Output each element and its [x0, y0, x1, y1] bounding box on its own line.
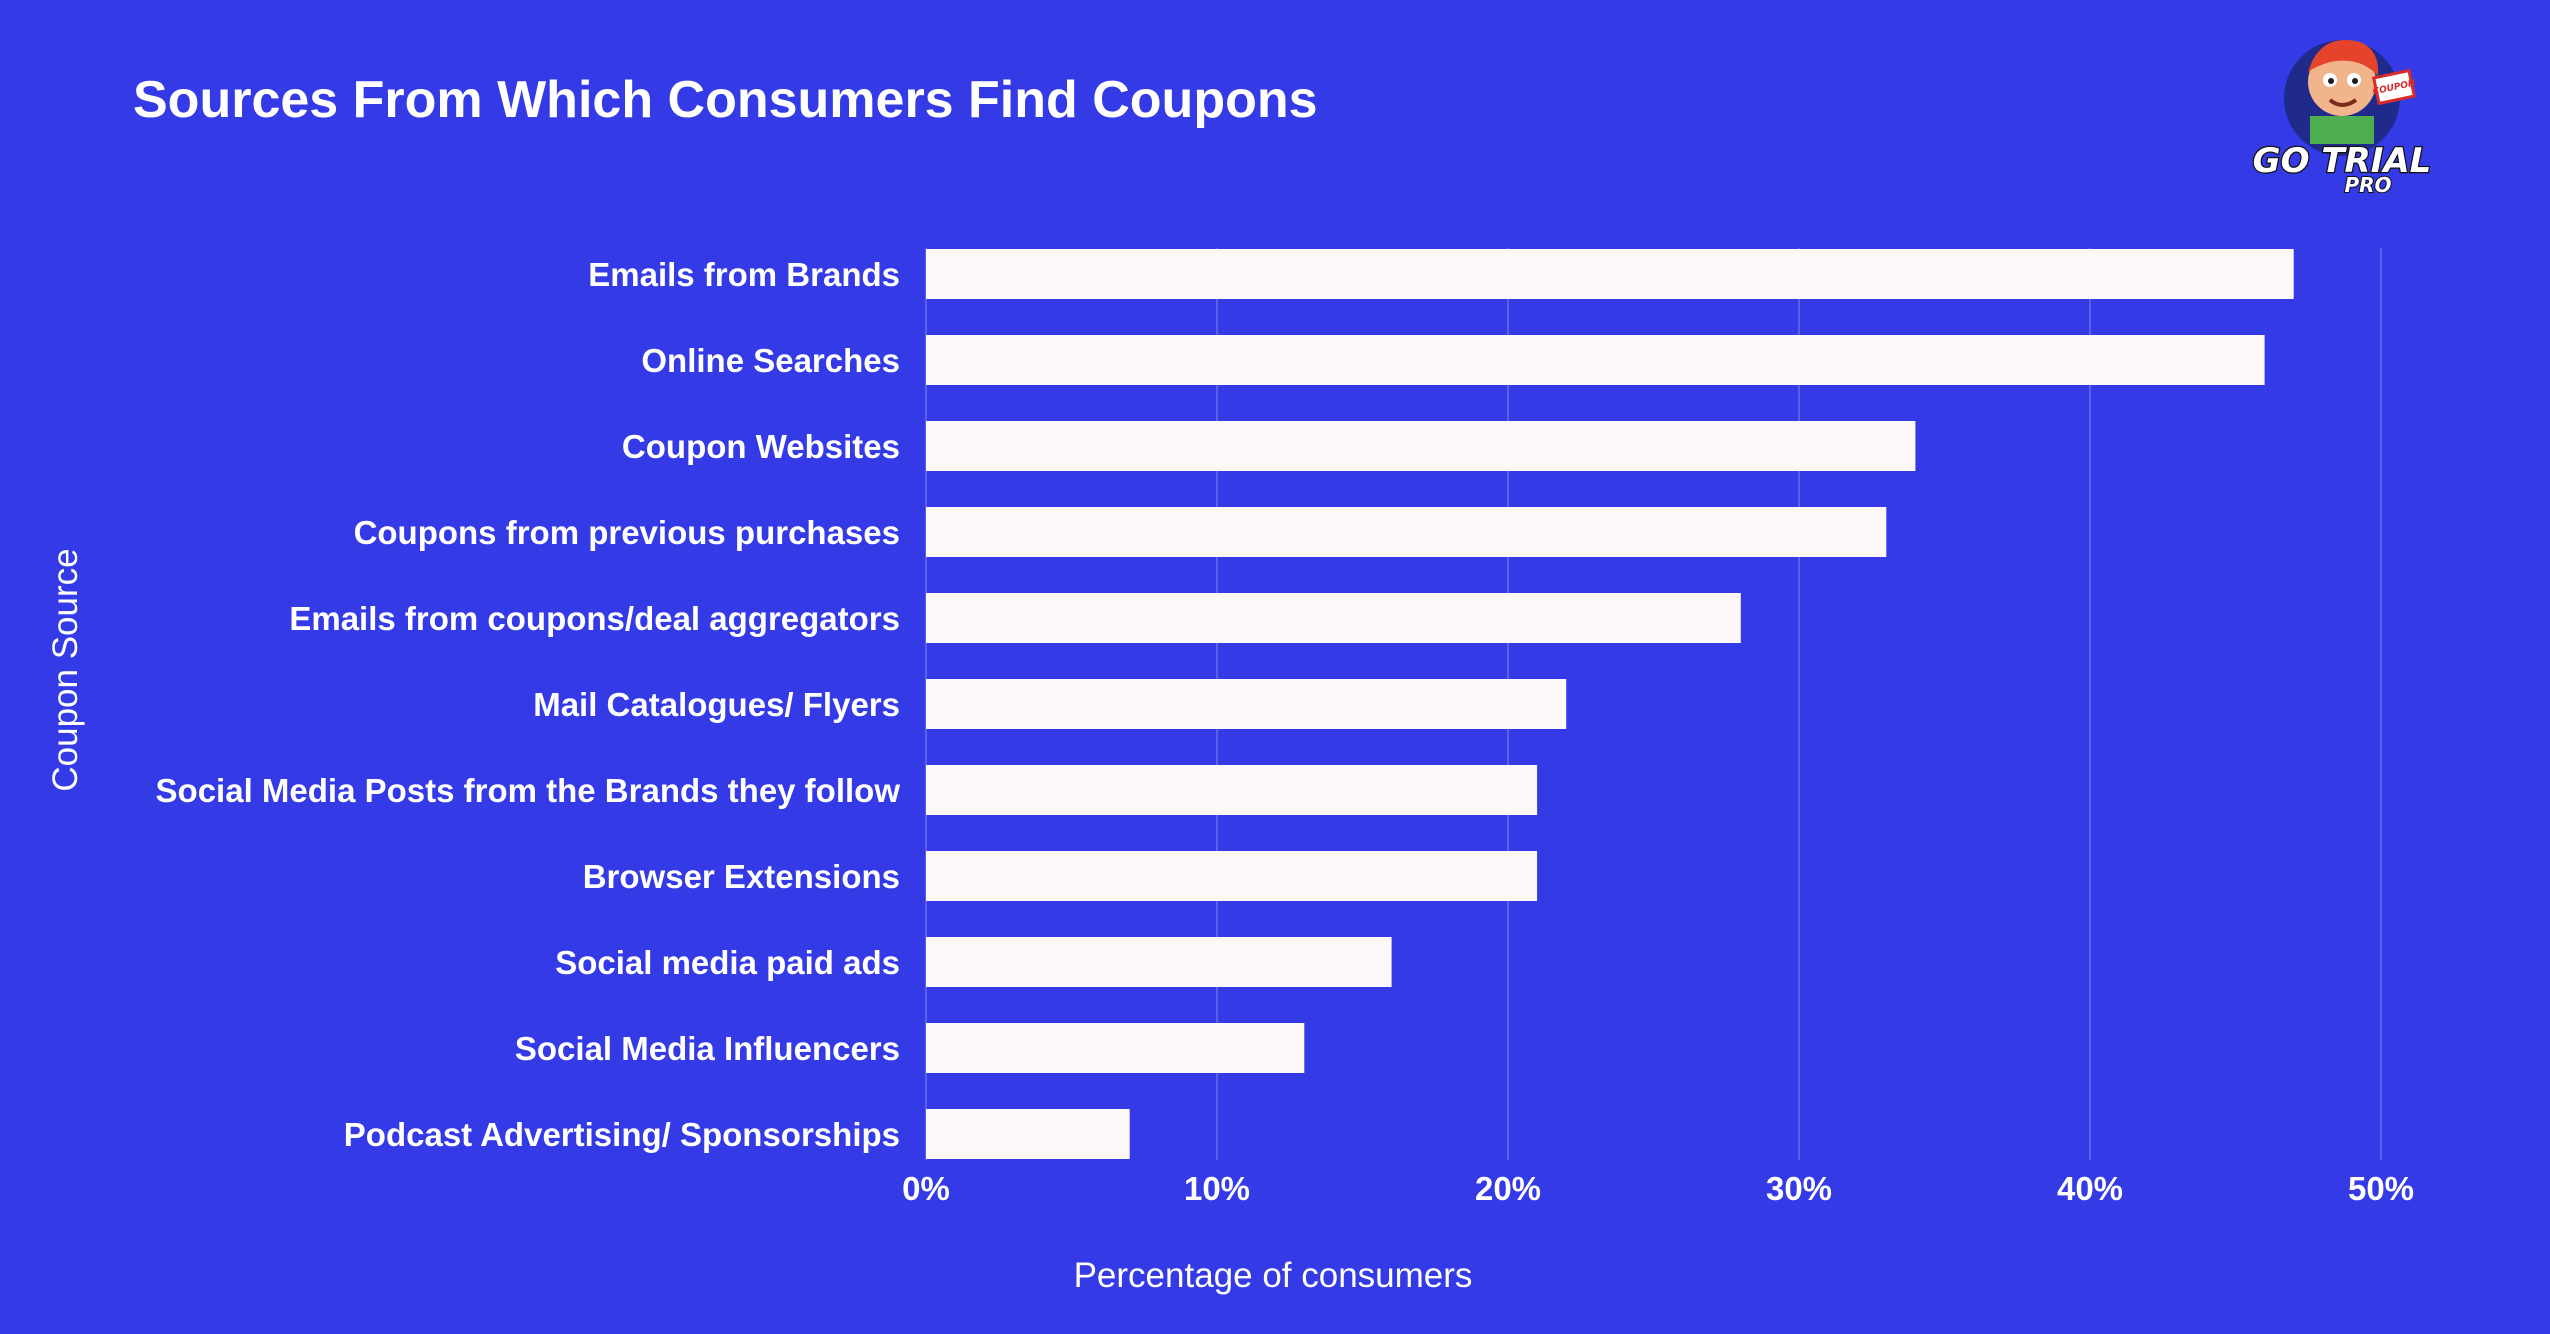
- category-label: Browser Extensions: [583, 858, 900, 895]
- bar: [926, 421, 1916, 471]
- category-label: Online Searches: [641, 342, 900, 379]
- category-label: Coupon Websites: [622, 428, 900, 465]
- bar: [926, 249, 2294, 299]
- category-label: Podcast Advertising/ Sponsorships: [344, 1116, 900, 1153]
- bar: [926, 507, 1887, 557]
- category-label: Social Media Posts from the Brands they …: [156, 772, 901, 809]
- x-tick-label: 40%: [2057, 1170, 2123, 1207]
- gotrial-pro-logo: COUPON GO TRIAL PRO: [2251, 40, 2430, 198]
- bar: [926, 1023, 1305, 1073]
- bar: [926, 335, 2265, 385]
- x-tick-label: 30%: [1766, 1170, 1832, 1207]
- bar: [926, 765, 1538, 815]
- category-label: Social Media Influencers: [515, 1030, 900, 1067]
- logo-text-main: GO TRIAL: [2253, 141, 2430, 181]
- category-label: Coupons from previous purchases: [354, 514, 900, 551]
- bars: [926, 249, 2294, 1159]
- category-label: Emails from coupons/deal aggregators: [289, 600, 900, 637]
- category-label: Mail Catalogues/ Flyers: [533, 686, 900, 723]
- x-axis-title: Percentage of consumers: [1074, 1256, 1473, 1295]
- x-tick-label: 10%: [1184, 1170, 1250, 1207]
- bar: [926, 593, 1741, 643]
- x-tick-label: 20%: [1475, 1170, 1541, 1207]
- chart-title: Sources From Which Consumers Find Coupon…: [133, 71, 1318, 129]
- category-label: Emails from Brands: [588, 256, 900, 293]
- x-tick-labels: 0% 10% 20% 30% 40% 50%: [902, 1170, 2414, 1207]
- logo-text-sub: PRO: [2344, 173, 2391, 197]
- bar: [926, 679, 1567, 729]
- bar: [926, 851, 1538, 901]
- y-axis-title: Coupon Source: [46, 548, 85, 791]
- category-label: Social media paid ads: [555, 944, 900, 981]
- category-labels: Emails from Brands Online Searches Coupon …: [156, 256, 901, 1153]
- bar: [926, 1109, 1130, 1159]
- x-tick-label: 0%: [902, 1170, 950, 1207]
- bar: [926, 937, 1392, 987]
- x-tick-label: 50%: [2348, 1170, 2414, 1207]
